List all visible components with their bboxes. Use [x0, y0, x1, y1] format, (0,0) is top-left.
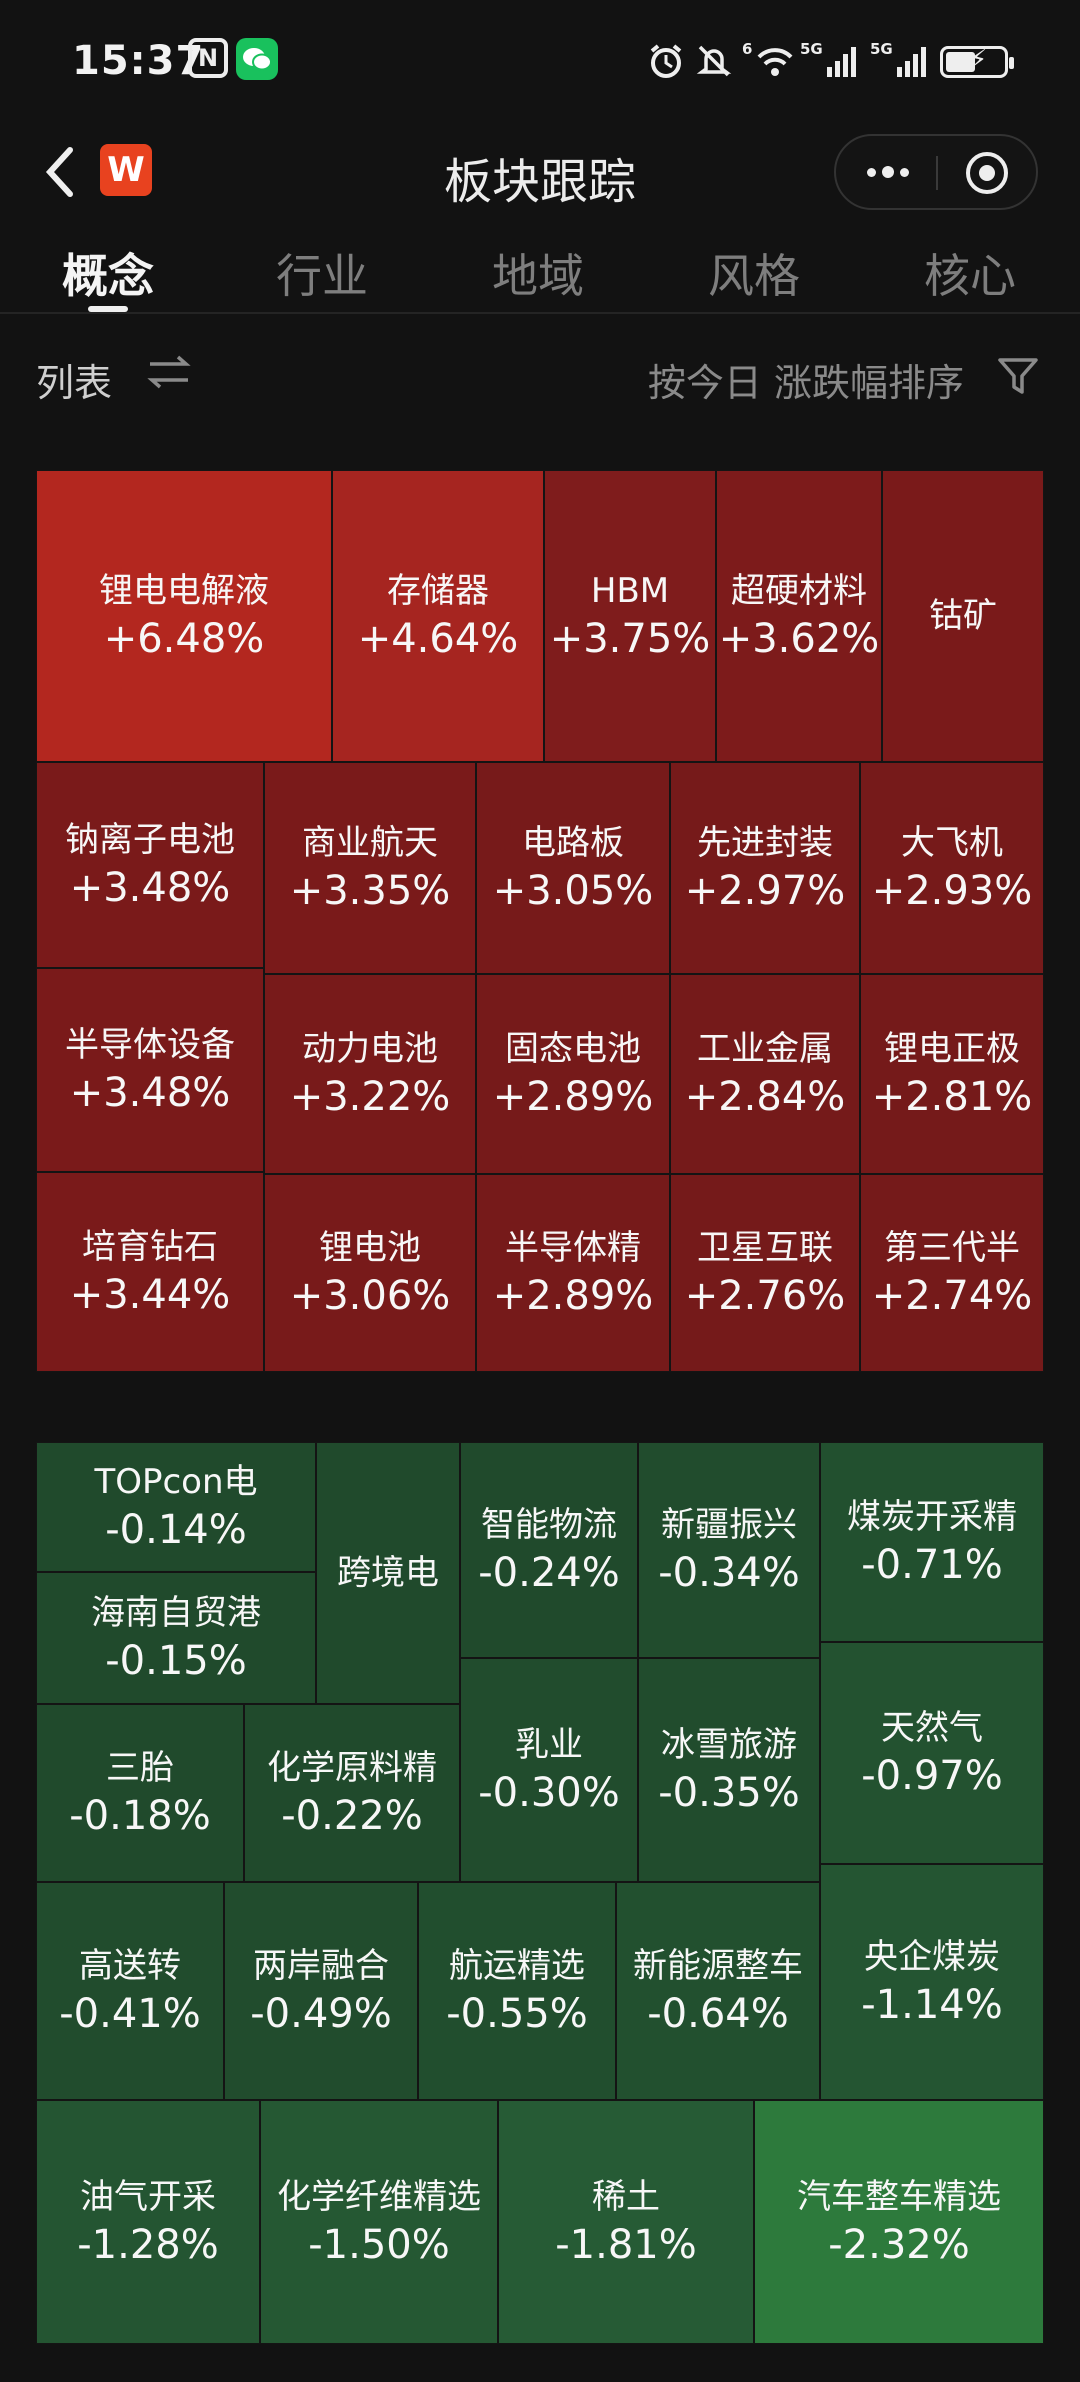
- signal-1-icon: 5G: [800, 38, 856, 84]
- alarm-icon: [646, 38, 686, 84]
- sector-tile[interactable]: 三胎 -0.18%: [36, 1704, 244, 1882]
- sector-tile[interactable]: 动力电池 +3.22%: [264, 974, 476, 1174]
- sector-tile[interactable]: 大飞机 +2.93%: [860, 762, 1044, 974]
- sector-tile[interactable]: HBM +3.75%: [544, 470, 716, 762]
- miniapp-capsule: [834, 134, 1038, 210]
- sector-tile[interactable]: 半导体设备 +3.48%: [36, 968, 264, 1172]
- view-toolbar: 列表 按今日 涨跌幅排序: [0, 340, 1080, 410]
- sector-tile[interactable]: 化学原料精 -0.22%: [244, 1704, 460, 1882]
- tab-industry[interactable]: 行业: [276, 249, 368, 303]
- filter-icon[interactable]: [996, 354, 1040, 398]
- signal-2-icon: 5G: [870, 38, 926, 84]
- more-button[interactable]: [864, 154, 912, 190]
- sector-tile[interactable]: 钴矿: [882, 470, 1044, 762]
- sector-tile[interactable]: 汽车整车精选 -2.32%: [754, 2100, 1044, 2344]
- sector-tile[interactable]: 工业金属 +2.84%: [670, 974, 860, 1174]
- wifi-icon: 6: [742, 38, 794, 84]
- sector-tile[interactable]: 先进封装 +2.97%: [670, 762, 860, 974]
- tab-concept[interactable]: 概念: [48, 240, 168, 312]
- sector-tile[interactable]: 钠离子电池 +3.48%: [36, 762, 264, 968]
- swap-icon[interactable]: [146, 354, 192, 400]
- sector-tile[interactable]: 化学纤维精选 -1.50%: [260, 2100, 498, 2344]
- sector-tile[interactable]: 锂电池 +3.06%: [264, 1174, 476, 1372]
- category-tabs: 概念 行业 地域 风格 核心: [0, 232, 1080, 312]
- sector-tile[interactable]: 卫星互联 +2.76%: [670, 1174, 860, 1372]
- sector-tile[interactable]: 乳业 -0.30%: [460, 1658, 638, 1882]
- sector-tile[interactable]: 存储器 +4.64%: [332, 470, 544, 762]
- sector-tile[interactable]: 高送转 -0.41%: [36, 1882, 224, 2100]
- sector-tile[interactable]: 跨境电: [316, 1442, 460, 1704]
- sector-tile[interactable]: 天然气 -0.97%: [820, 1642, 1044, 1864]
- sector-tile[interactable]: 新疆振兴 -0.34%: [638, 1442, 820, 1658]
- sector-tile[interactable]: 煤炭开采精 -0.71%: [820, 1442, 1044, 1642]
- tab-core[interactable]: 核心: [924, 249, 1016, 303]
- sector-tile[interactable]: 半导体精 +2.89%: [476, 1174, 670, 1372]
- app-header: W 板块跟踪: [0, 124, 1080, 224]
- tab-region[interactable]: 地域: [492, 249, 584, 303]
- sector-tile[interactable]: 新能源整车 -0.64%: [616, 1882, 820, 2100]
- losers-heatmap: TOPcon电 -0.14% 跨境电 智能物流 -0.24% 新疆振兴 -0.34% …: [36, 1442, 1044, 2344]
- sector-tile[interactable]: 培育钻石 +3.44%: [36, 1172, 264, 1372]
- sector-tile[interactable]: 电路板 +3.05%: [476, 762, 670, 974]
- tabs-divider: [0, 312, 1080, 314]
- sector-tile[interactable]: 智能物流 -0.24%: [460, 1442, 638, 1658]
- wechat-icon: [236, 38, 278, 80]
- app-logo: W: [100, 144, 152, 196]
- battery-icon: ⚡: [940, 45, 1014, 78]
- status-time: 15:37: [72, 38, 205, 84]
- sector-tile[interactable]: 锂电电解液 +6.48%: [36, 470, 332, 762]
- sector-tile[interactable]: 油气开采 -1.28%: [36, 2100, 260, 2344]
- page-title: 板块跟踪: [443, 154, 636, 210]
- sector-tile[interactable]: 稀土 -1.81%: [498, 2100, 754, 2344]
- status-bar: 15:37 N 6 5G 5G ⚡: [0, 0, 1080, 124]
- sort-selector[interactable]: 按今日 涨跌幅排序: [647, 361, 964, 405]
- sector-tile[interactable]: 超硬材料 +3.62%: [716, 470, 882, 762]
- sector-tile[interactable]: 两岸融合 -0.49%: [224, 1882, 418, 2100]
- sector-tile[interactable]: TOPcon电 -0.14%: [36, 1442, 316, 1572]
- sector-tile[interactable]: 第三代半 +2.74%: [860, 1174, 1044, 1372]
- sector-tile[interactable]: 冰雪旅游 -0.35%: [638, 1658, 820, 1882]
- list-view-toggle[interactable]: 列表: [36, 361, 113, 405]
- sector-tile[interactable]: 商业航天 +3.35%: [264, 762, 476, 974]
- back-button[interactable]: [40, 142, 90, 202]
- sector-tile[interactable]: 海南自贸港 -0.15%: [36, 1572, 316, 1704]
- sector-tile[interactable]: 固态电池 +2.89%: [476, 974, 670, 1174]
- sector-tile[interactable]: 央企煤炭 -1.14%: [820, 1864, 1044, 2100]
- close-miniapp-button[interactable]: [966, 152, 1008, 194]
- gainers-heatmap: 锂电电解液 +6.48% 存储器 +4.64% HBM +3.75% 超硬材料 +3.6…: [36, 470, 1044, 1372]
- nfc-icon: N: [188, 38, 228, 78]
- tab-style[interactable]: 风格: [708, 249, 800, 303]
- mute-icon: [694, 38, 734, 84]
- sector-tile[interactable]: 航运精选 -0.55%: [418, 1882, 616, 2100]
- sector-tile[interactable]: 锂电正极 +2.81%: [860, 974, 1044, 1174]
